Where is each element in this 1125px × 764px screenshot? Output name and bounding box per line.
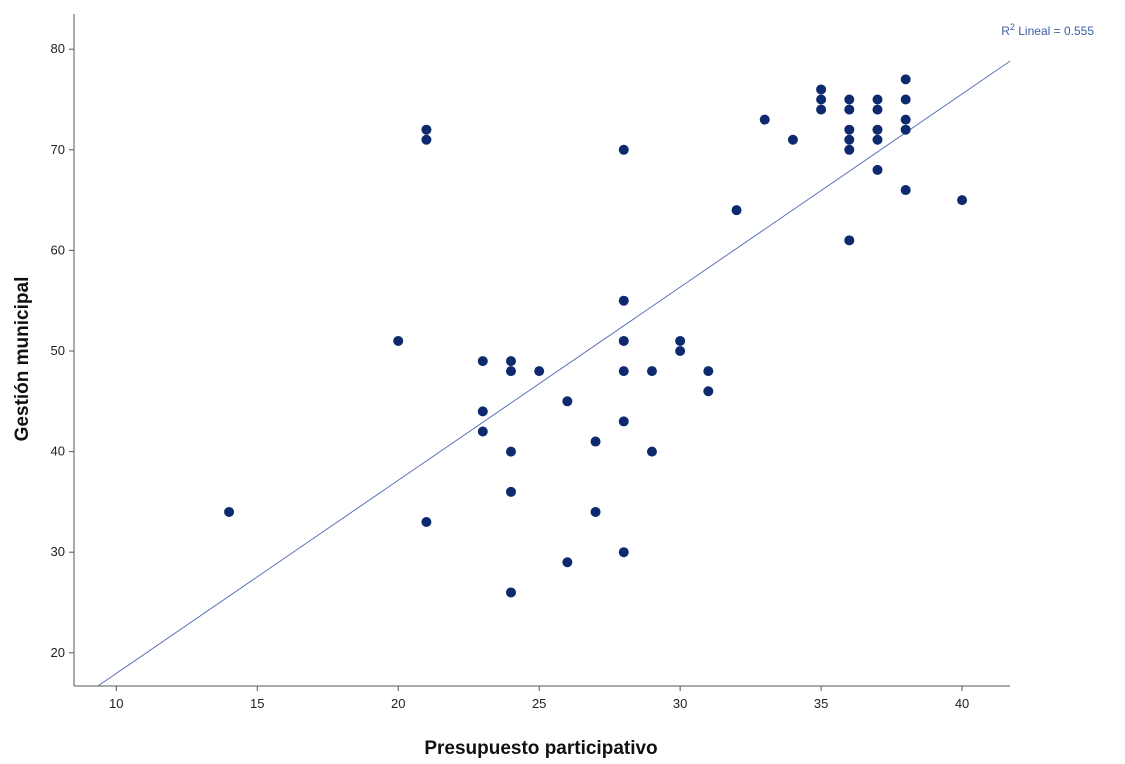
data-point bbox=[703, 366, 714, 377]
data-point bbox=[505, 446, 516, 457]
data-point bbox=[590, 506, 601, 517]
x-tick-label: 20 bbox=[391, 696, 405, 711]
data-point bbox=[562, 396, 573, 407]
x-tick-label: 15 bbox=[250, 696, 264, 711]
data-point bbox=[816, 104, 827, 115]
y-tick-label: 30 bbox=[51, 544, 65, 559]
data-point bbox=[759, 114, 770, 125]
data-point bbox=[646, 446, 657, 457]
y-tick-label: 60 bbox=[51, 242, 65, 257]
x-axis-title: Presupuesto participativo bbox=[424, 738, 657, 759]
data-point bbox=[505, 356, 516, 367]
data-point bbox=[844, 144, 855, 155]
data-point bbox=[872, 104, 883, 115]
data-point bbox=[618, 335, 629, 346]
data-point bbox=[618, 295, 629, 306]
data-point bbox=[731, 205, 742, 216]
data-point bbox=[477, 426, 488, 437]
data-point bbox=[844, 124, 855, 135]
data-point bbox=[900, 185, 911, 196]
data-point bbox=[816, 94, 827, 105]
data-point bbox=[872, 124, 883, 135]
data-point bbox=[618, 547, 629, 558]
data-point bbox=[477, 406, 488, 417]
y-tick-label: 50 bbox=[51, 343, 65, 358]
data-point bbox=[393, 335, 404, 346]
data-point bbox=[957, 195, 968, 206]
data-point bbox=[421, 517, 432, 528]
data-point bbox=[900, 94, 911, 105]
data-point bbox=[844, 94, 855, 105]
data-point bbox=[675, 346, 686, 357]
data-point bbox=[618, 366, 629, 377]
data-point bbox=[224, 506, 235, 517]
x-tick-label: 35 bbox=[814, 696, 828, 711]
data-point bbox=[900, 124, 911, 135]
data-point bbox=[477, 356, 488, 367]
data-point bbox=[844, 134, 855, 145]
data-point bbox=[900, 74, 911, 85]
data-point bbox=[618, 144, 629, 155]
y-axis-title: Gestión municipal bbox=[12, 277, 33, 442]
data-point bbox=[562, 557, 573, 568]
data-point bbox=[534, 366, 545, 377]
data-point bbox=[844, 235, 855, 246]
y-tick-label: 80 bbox=[51, 41, 65, 56]
data-point bbox=[505, 587, 516, 598]
data-point bbox=[675, 335, 686, 346]
data-point bbox=[421, 134, 432, 145]
data-point bbox=[618, 416, 629, 427]
data-point bbox=[590, 436, 601, 447]
data-point bbox=[787, 134, 798, 145]
y-tick-label: 20 bbox=[51, 645, 65, 660]
data-point bbox=[872, 134, 883, 145]
data-point bbox=[646, 366, 657, 377]
y-tick-label: 40 bbox=[51, 444, 65, 459]
data-point bbox=[703, 386, 714, 397]
x-tick-label: 30 bbox=[673, 696, 687, 711]
fit-line bbox=[97, 60, 1011, 687]
data-point bbox=[505, 486, 516, 497]
x-tick-label: 10 bbox=[109, 696, 123, 711]
r2-label: R2 Lineal = 0.555 bbox=[1001, 22, 1094, 38]
data-point bbox=[872, 164, 883, 175]
data-point bbox=[505, 366, 516, 377]
data-point bbox=[844, 104, 855, 115]
x-tick-label: 25 bbox=[532, 696, 546, 711]
data-point bbox=[900, 114, 911, 125]
data-point bbox=[421, 124, 432, 135]
x-tick-label: 40 bbox=[955, 696, 969, 711]
y-tick-label: 70 bbox=[51, 142, 65, 157]
data-point bbox=[872, 94, 883, 105]
data-point bbox=[816, 84, 827, 95]
